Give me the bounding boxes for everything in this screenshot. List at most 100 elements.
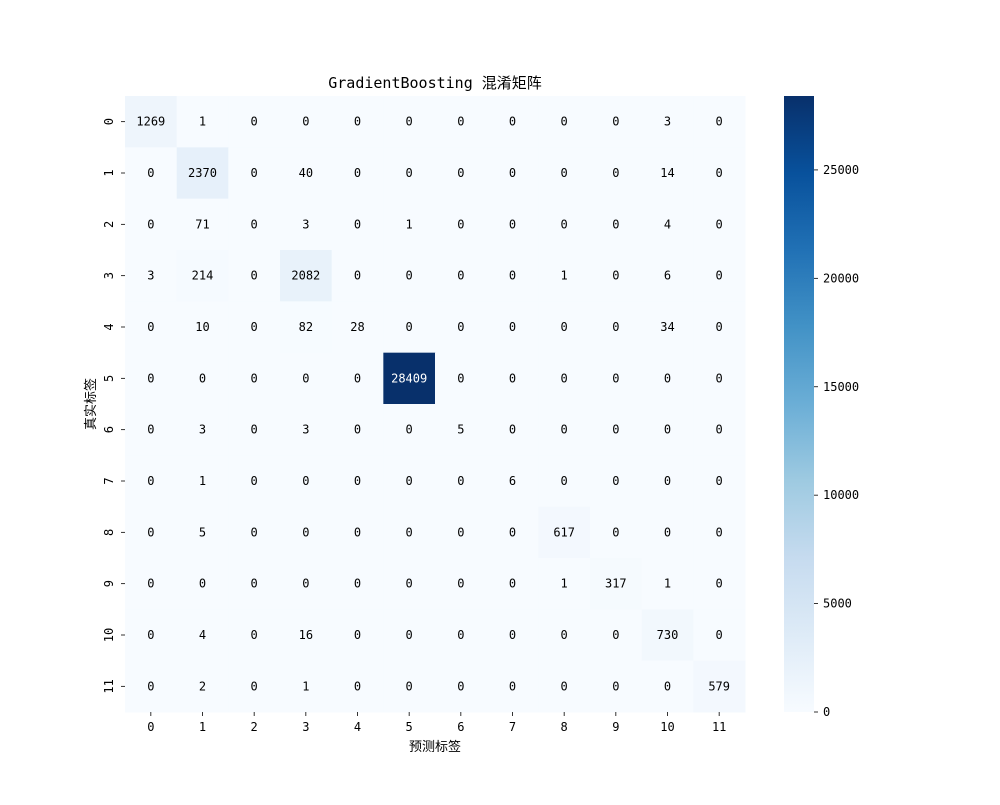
heatmap-cell xyxy=(590,404,643,456)
cell-value-label: 0 xyxy=(716,525,723,539)
cell-value-label: 0 xyxy=(251,320,258,334)
heatmap-cell xyxy=(641,558,694,610)
heatmap-cell xyxy=(125,660,178,713)
heatmap-cell xyxy=(693,506,746,559)
cell-value-label: 0 xyxy=(354,679,361,693)
heatmap-cell xyxy=(331,609,384,662)
y-tick-label: 8 xyxy=(102,529,116,536)
cell-value-label: 0 xyxy=(354,371,361,385)
y-axis-label: 真实标签 xyxy=(83,378,99,430)
chart-title: GradientBoosting 混淆矩阵 xyxy=(328,74,542,92)
cell-value-label: 0 xyxy=(251,474,258,488)
cell-value-label: 0 xyxy=(612,371,619,385)
cell-value-label: 0 xyxy=(354,423,361,437)
cell-value-label: 3 xyxy=(302,423,309,437)
heatmap-cell xyxy=(125,147,178,200)
cell-value-label: 0 xyxy=(147,679,154,693)
heatmap-cell xyxy=(435,404,488,456)
x-tick-label: 6 xyxy=(457,720,464,734)
colorbar-tick-label: 15000 xyxy=(823,380,859,394)
heatmap-cell xyxy=(435,198,488,251)
heatmap-cell xyxy=(176,301,229,354)
heatmap-cell xyxy=(641,198,694,251)
cell-value-label: 0 xyxy=(406,115,413,129)
y-tick-label: 7 xyxy=(102,477,116,484)
cell-value-label: 82 xyxy=(299,320,313,334)
heatmap-cell xyxy=(435,455,488,508)
heatmap-cell xyxy=(641,609,694,662)
heatmap-cell xyxy=(176,404,229,456)
y-tick-label: 6 xyxy=(102,426,116,433)
cell-value-label: 0 xyxy=(612,628,619,642)
heatmap-cell xyxy=(538,301,591,354)
heatmap-cell xyxy=(538,352,591,405)
heatmap-cell xyxy=(538,506,591,559)
heatmap-cell xyxy=(280,147,333,200)
heatmap-cell xyxy=(331,506,384,559)
heatmap-cell xyxy=(176,198,229,251)
heatmap-cell xyxy=(228,301,281,354)
heatmap-cell xyxy=(590,455,643,508)
heatmap-cell xyxy=(383,250,436,302)
heatmap-cell xyxy=(435,506,488,559)
heatmap-cell xyxy=(280,660,333,713)
cell-value-label: 4 xyxy=(664,217,671,231)
heatmap-cell xyxy=(693,609,746,662)
cell-value-label: 0 xyxy=(406,320,413,334)
heatmap-cell xyxy=(383,198,436,251)
x-tick-label: 4 xyxy=(354,720,361,734)
cell-value-label: 0 xyxy=(457,371,464,385)
heatmap-cell xyxy=(125,506,178,559)
cell-value-label: 0 xyxy=(612,679,619,693)
cell-value-label: 1 xyxy=(302,679,309,693)
heatmap-cell xyxy=(693,404,746,456)
heatmap-cell xyxy=(641,404,694,456)
cell-value-label: 0 xyxy=(716,628,723,642)
cell-value-label: 14 xyxy=(660,166,674,180)
colorbar-ticks: 0 5000 10000 15000 20000 25000 xyxy=(814,163,859,719)
cell-value-label: 0 xyxy=(561,320,568,334)
cell-value-label: 0 xyxy=(457,217,464,231)
cell-value-label: 0 xyxy=(509,679,516,693)
heatmap-cell xyxy=(331,404,384,456)
heatmap-cell xyxy=(228,558,281,610)
heatmap-cell xyxy=(228,352,281,405)
cell-value-label: 10 xyxy=(195,320,209,334)
cell-value-label: 0 xyxy=(302,577,309,591)
heatmap-cell xyxy=(125,198,178,251)
cell-value-label: 0 xyxy=(509,577,516,591)
cell-value-label: 0 xyxy=(561,217,568,231)
cell-value-label: 0 xyxy=(251,166,258,180)
heatmap-cell xyxy=(538,660,591,713)
heatmap-cell xyxy=(486,96,539,148)
cell-value-label: 2370 xyxy=(188,166,217,180)
heatmap-cell xyxy=(176,147,229,200)
cell-value-label: 0 xyxy=(509,115,516,129)
cell-value-label: 0 xyxy=(147,628,154,642)
heatmap-cell xyxy=(486,352,539,405)
heatmap-cell xyxy=(125,455,178,508)
heatmap-cell xyxy=(693,96,746,148)
heatmap-cell xyxy=(383,404,436,456)
heatmap-cell xyxy=(538,147,591,200)
cell-value-label: 0 xyxy=(251,679,258,693)
heatmap-cell xyxy=(228,147,281,200)
heatmap-cell xyxy=(435,301,488,354)
y-tick-label: 10 xyxy=(102,628,116,642)
cell-value-label: 0 xyxy=(509,423,516,437)
cell-value-label: 0 xyxy=(199,577,206,591)
cell-value-label: 4 xyxy=(199,628,206,642)
heatmap-cell xyxy=(331,558,384,610)
heatmap-cell xyxy=(125,352,178,405)
heatmap-cell xyxy=(280,301,333,354)
heatmap-cell xyxy=(125,301,178,354)
cell-value-label: 0 xyxy=(251,577,258,591)
cell-value-label: 0 xyxy=(716,423,723,437)
heatmap-cell xyxy=(641,96,694,148)
cell-value-label: 0 xyxy=(509,166,516,180)
cell-value-label: 0 xyxy=(147,474,154,488)
x-tick-label: 0 xyxy=(147,720,154,734)
heatmap-cell xyxy=(331,455,384,508)
heatmap-cell xyxy=(125,250,178,302)
heatmap-cell xyxy=(383,352,436,405)
